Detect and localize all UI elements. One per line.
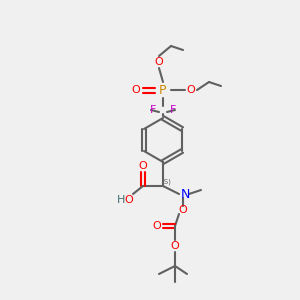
Text: (S): (S) <box>161 179 171 185</box>
Text: O: O <box>171 241 179 251</box>
Text: H: H <box>117 195 125 205</box>
Text: N: N <box>180 188 190 200</box>
Text: O: O <box>178 205 188 215</box>
Text: F: F <box>170 105 176 115</box>
Text: O: O <box>153 221 161 231</box>
Text: F: F <box>150 105 156 115</box>
Text: O: O <box>124 195 134 205</box>
Text: O: O <box>139 161 147 171</box>
Text: O: O <box>132 85 140 95</box>
Text: O: O <box>154 57 164 67</box>
Text: P: P <box>159 83 167 97</box>
Text: O: O <box>187 85 195 95</box>
